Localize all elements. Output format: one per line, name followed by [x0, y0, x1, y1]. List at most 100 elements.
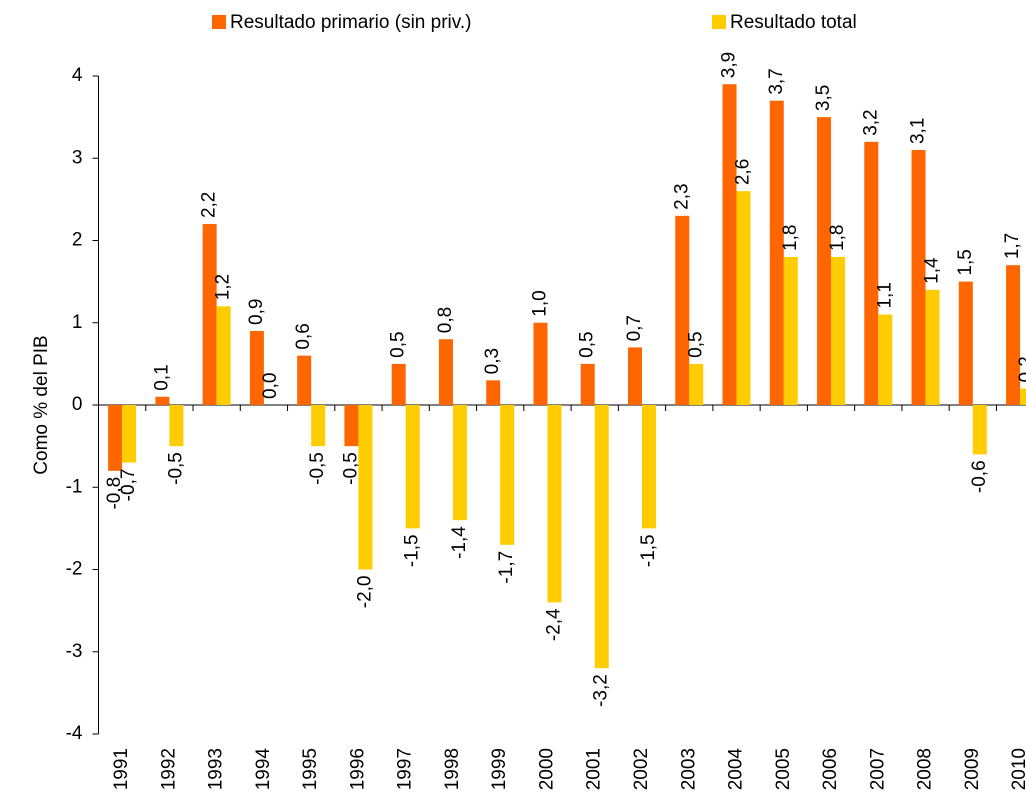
bar	[627, 347, 642, 405]
data-label: 1,1	[874, 282, 895, 308]
data-label: 1,5	[955, 249, 976, 275]
data-label: 1,8	[827, 225, 848, 251]
x-tick-label: 1994	[253, 748, 274, 791]
data-label: 1,4	[922, 257, 943, 284]
data-label: 0,5	[577, 331, 598, 357]
bar	[831, 256, 846, 405]
x-tick-label: 2002	[631, 748, 652, 790]
data-label: 1,7	[1002, 233, 1023, 259]
bar	[817, 117, 832, 405]
bar	[391, 363, 406, 405]
x-tick-label: 2006	[820, 748, 841, 790]
bar	[580, 363, 595, 405]
bar	[216, 306, 231, 405]
bar	[641, 405, 656, 529]
x-tick-label: 2004	[726, 748, 747, 791]
y-tick-label: -3	[66, 641, 83, 662]
bar	[1020, 388, 1026, 405]
bar	[769, 100, 784, 406]
bar	[249, 330, 264, 405]
bar	[311, 405, 326, 447]
y-tick-label: 2	[72, 230, 83, 251]
x-tick-label: 1993	[206, 748, 227, 790]
bar	[169, 405, 184, 447]
bar	[925, 289, 940, 405]
data-label: -0,6	[969, 460, 990, 493]
data-label: -1,5	[638, 534, 659, 567]
bar	[155, 396, 170, 405]
data-label: 0,7	[624, 315, 645, 341]
x-tick-label: 1996	[347, 748, 368, 790]
bar	[911, 150, 926, 405]
data-label: 0,9	[246, 299, 267, 325]
bar	[783, 256, 798, 405]
bar	[878, 314, 893, 405]
data-label: -3,2	[591, 674, 612, 707]
y-tick-label: -1	[66, 476, 83, 497]
data-label: 0,3	[482, 348, 503, 374]
y-axis-label: Como % del PIB	[31, 335, 52, 474]
data-label: 1,2	[213, 274, 234, 300]
bar	[405, 405, 420, 529]
data-label: -1,7	[496, 551, 517, 584]
data-label: 1,0	[529, 290, 550, 316]
bar	[202, 224, 217, 405]
data-label: -0,5	[307, 452, 328, 485]
bar	[722, 84, 737, 405]
y-tick-label: 3	[72, 147, 83, 168]
data-label: 0,8	[435, 307, 456, 333]
data-label: 0,1	[151, 364, 172, 390]
bar	[594, 405, 609, 669]
bar	[958, 281, 973, 405]
bar	[500, 405, 515, 545]
x-tick-label: 2005	[773, 748, 794, 790]
data-label: 2,6	[733, 159, 754, 185]
legend-swatch	[212, 15, 226, 29]
bar	[736, 191, 751, 405]
data-label: 0,5	[388, 331, 409, 357]
x-tick-label: 1991	[111, 748, 132, 790]
data-label: -2,0	[354, 576, 375, 609]
x-tick-label: 1995	[300, 748, 321, 790]
x-tick-label: 2001	[584, 748, 605, 790]
legend-swatch	[712, 15, 726, 29]
data-label: 2,3	[671, 183, 692, 209]
data-label: 3,5	[813, 85, 834, 111]
data-label: -2,4	[543, 608, 564, 641]
data-label: 3,9	[719, 52, 740, 78]
data-label: -0,8	[104, 477, 125, 510]
bar	[675, 215, 690, 405]
x-tick-label: 1999	[489, 748, 510, 790]
data-label: -0,5	[165, 452, 186, 485]
data-label: 0,0	[260, 373, 281, 399]
y-tick-label: 4	[72, 65, 83, 86]
bar	[344, 405, 359, 447]
bar	[689, 363, 704, 405]
bar	[358, 405, 373, 570]
data-label: 1,8	[780, 225, 801, 251]
bar	[438, 339, 453, 405]
y-tick-label: 0	[72, 394, 83, 415]
bar	[452, 405, 467, 521]
x-tick-label: 2009	[962, 748, 983, 790]
data-label: 2,2	[199, 192, 220, 218]
data-label: 3,1	[908, 118, 929, 144]
bar	[108, 405, 123, 471]
data-label: 0,6	[293, 323, 314, 349]
bar	[297, 355, 312, 405]
data-label: -1,5	[402, 534, 423, 567]
data-label: 0,5	[685, 331, 706, 357]
x-tick-label: 2000	[536, 748, 557, 790]
legend-label: Resultado total	[730, 12, 857, 33]
bar	[547, 405, 562, 603]
legend-label: Resultado primario (sin priv.)	[230, 12, 471, 33]
data-label: -0,5	[340, 452, 361, 485]
data-label: 3,7	[766, 68, 787, 94]
x-tick-label: 1998	[442, 748, 463, 790]
y-tick-label: -2	[66, 559, 83, 580]
data-label: -0,7	[118, 469, 139, 502]
bar	[864, 141, 879, 406]
y-tick-label: 1	[72, 312, 83, 333]
data-label: 3,2	[860, 109, 881, 135]
x-tick-label: 2007	[867, 748, 888, 790]
